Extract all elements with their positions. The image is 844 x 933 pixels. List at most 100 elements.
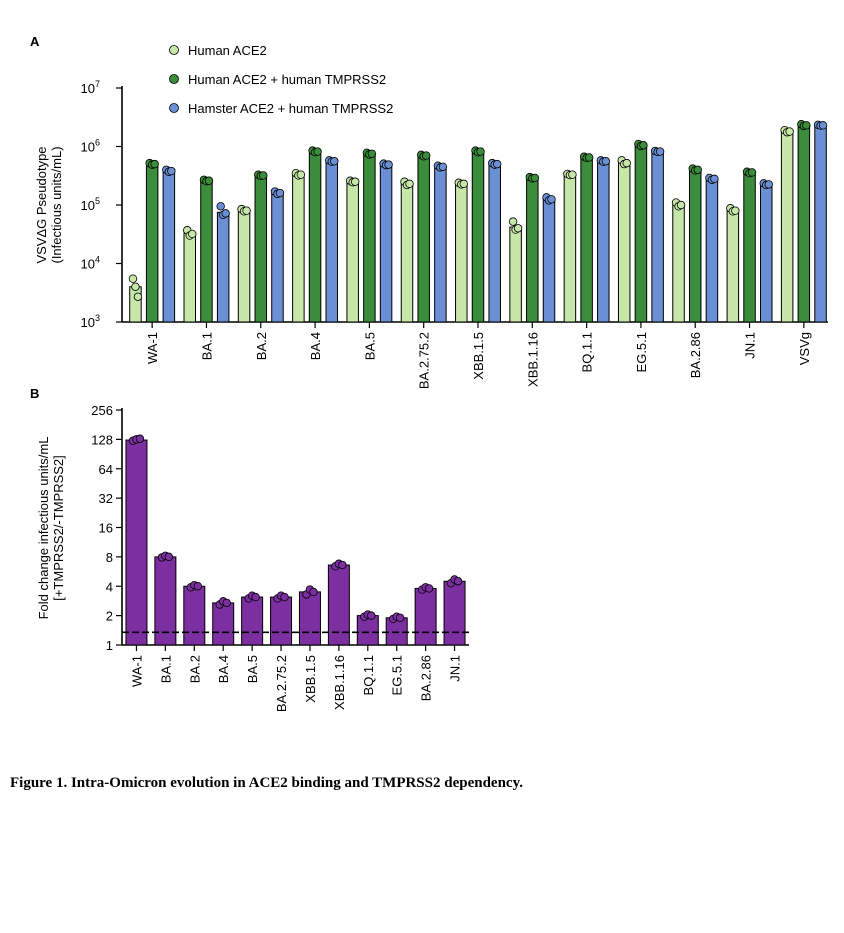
bar xyxy=(814,124,827,323)
data-point xyxy=(785,127,794,136)
y-tick-label: 4 xyxy=(106,579,113,594)
data-point xyxy=(221,209,230,218)
bar xyxy=(563,174,577,323)
panel-b-label: B xyxy=(30,386,39,401)
data-point xyxy=(309,587,318,597)
bar xyxy=(634,144,648,323)
bar xyxy=(488,163,501,323)
bar xyxy=(216,211,230,323)
bar xyxy=(617,162,631,323)
data-point xyxy=(676,200,686,210)
data-point xyxy=(367,611,376,620)
x-tick-label: EG.5.1 xyxy=(634,332,649,372)
legend-marker xyxy=(169,74,179,84)
data-point xyxy=(818,121,828,130)
legend-label: Human ACE2 + human TMPRSS2 xyxy=(188,72,386,87)
y-tick-label: 104 xyxy=(81,255,100,272)
data-point xyxy=(135,434,145,443)
data-point xyxy=(530,173,540,183)
data-point xyxy=(513,224,523,233)
data-point xyxy=(655,147,665,156)
bar xyxy=(308,151,322,323)
data-point xyxy=(584,153,594,162)
data-point xyxy=(193,582,202,591)
y-tick-label: 16 xyxy=(99,521,113,536)
data-point xyxy=(547,195,556,204)
data-point xyxy=(802,121,811,130)
data-point xyxy=(622,158,631,168)
x-tick-label: BA.2.75.2 xyxy=(417,332,432,389)
data-point xyxy=(131,282,140,291)
data-point xyxy=(693,165,702,174)
y-tick-label: 106 xyxy=(81,138,100,155)
data-point xyxy=(367,149,377,159)
data-point xyxy=(242,206,251,215)
data-point xyxy=(350,177,360,186)
bar xyxy=(363,153,376,323)
x-tick-label: WA-1 xyxy=(129,655,144,687)
data-point xyxy=(453,577,463,586)
x-tick-label: BA.5 xyxy=(245,655,260,683)
x-tick-label: XBB.1.16 xyxy=(525,332,540,387)
bar xyxy=(672,204,685,323)
data-point xyxy=(338,560,347,570)
bar xyxy=(346,181,359,323)
bar xyxy=(780,131,794,323)
data-point xyxy=(330,157,339,166)
data-point xyxy=(476,147,485,156)
bar xyxy=(145,163,159,323)
x-tick-label: VSVg xyxy=(797,332,812,365)
bar xyxy=(125,439,148,646)
y-tick-label: 105 xyxy=(81,196,100,213)
bar xyxy=(509,226,522,323)
bar xyxy=(797,124,811,323)
x-tick-label: XBB.1.16 xyxy=(332,655,347,710)
bar xyxy=(597,160,610,323)
data-point xyxy=(280,592,289,602)
y-axis-label: VSVΔG Pseudotype(Infectious units/mL) xyxy=(34,146,64,263)
panel-b-chart: 1 2 4 8 16 32 64 128 256 Fold change infectious u… xyxy=(36,403,469,712)
bar xyxy=(183,232,197,323)
bar xyxy=(759,183,773,323)
data-point xyxy=(251,592,260,602)
data-point xyxy=(438,162,448,171)
panel-a-label: A xyxy=(30,34,40,49)
data-point xyxy=(150,159,159,169)
x-tick-label: WA-1 xyxy=(145,332,160,364)
data-point xyxy=(710,174,719,184)
x-tick-label: EG.5.1 xyxy=(390,655,405,695)
legend-marker xyxy=(169,45,179,55)
data-point xyxy=(421,151,431,160)
y-tick-label: 64 xyxy=(99,462,113,477)
x-tick-label: XBB.1.5 xyxy=(471,332,486,380)
y-tick-label: 103 xyxy=(81,313,100,330)
bar xyxy=(434,166,447,323)
y-tick-label: 2 xyxy=(106,609,113,624)
x-tick-label: BA.1 xyxy=(199,332,214,360)
legend-marker xyxy=(169,103,179,113)
bar xyxy=(200,180,213,323)
x-tick-label: BA.2.86 xyxy=(688,332,703,378)
x-tick-label: BA.2.75.2 xyxy=(274,655,289,712)
bar xyxy=(743,171,756,323)
bar xyxy=(237,210,251,323)
y-axis-label: Fold change infectious units/mL[+TMPRSS2… xyxy=(36,437,66,620)
bar xyxy=(129,286,142,323)
data-point xyxy=(167,166,176,176)
x-tick-label: JN.1 xyxy=(448,655,463,682)
bar xyxy=(254,174,268,323)
x-tick-label: BA.1 xyxy=(158,655,173,683)
bar xyxy=(417,155,430,323)
bar xyxy=(688,169,702,323)
x-tick-label: BA.2 xyxy=(254,332,269,360)
bar xyxy=(356,615,379,646)
bar xyxy=(298,591,321,646)
bar xyxy=(651,151,664,323)
data-point xyxy=(164,552,174,562)
bar xyxy=(241,596,264,646)
bar xyxy=(455,183,468,323)
bar xyxy=(580,156,593,323)
data-point xyxy=(313,147,322,156)
data-point xyxy=(384,160,393,169)
